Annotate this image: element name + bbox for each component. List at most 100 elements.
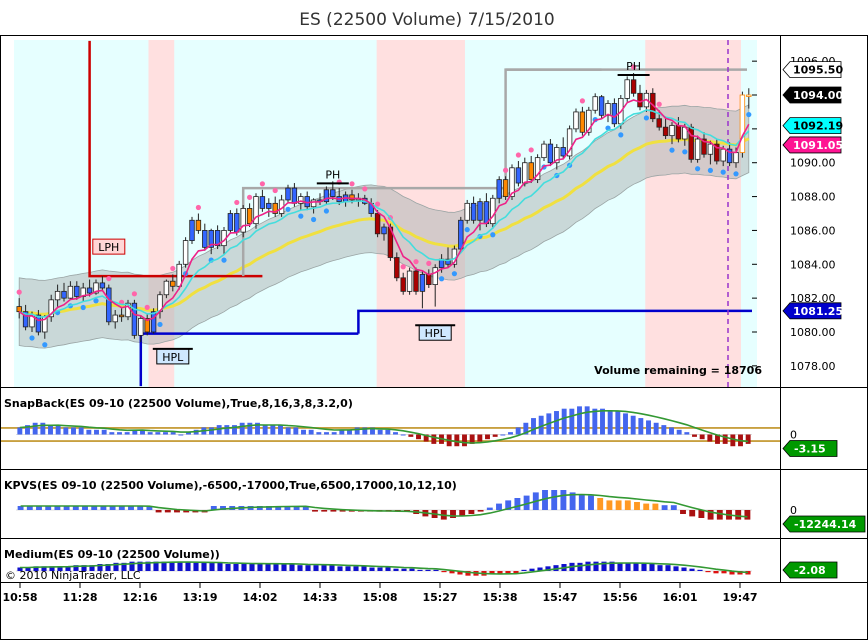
candle <box>99 276 106 292</box>
dot <box>579 98 586 104</box>
price-tick-label: 1078.00 <box>790 360 836 373</box>
price-tick-label: 1088.00 <box>790 191 836 204</box>
dot <box>733 171 739 177</box>
dot <box>80 304 86 311</box>
candle <box>720 145 726 167</box>
indicator-bar <box>715 434 720 444</box>
hpl-line-2 <box>357 309 752 334</box>
indicator-bar <box>697 569 703 571</box>
indicator-bar <box>745 434 751 444</box>
candle <box>464 199 470 224</box>
price-badge-shape <box>782 117 842 135</box>
indicator-bar <box>289 564 295 571</box>
cyan-average-line <box>18 109 750 318</box>
price-badge-shape <box>782 136 842 154</box>
indicator-bar <box>117 432 122 435</box>
candle <box>176 260 182 290</box>
candle <box>579 106 586 136</box>
candle <box>285 184 291 204</box>
indicator-bar <box>256 506 263 510</box>
candle <box>714 139 720 165</box>
candle-body <box>144 318 150 333</box>
kpvs-panel: KPVS(ES 09-10 (22500 Volume),-6500,-1700… <box>4 479 866 533</box>
pivot-text: HPL <box>162 351 184 364</box>
candle-body <box>93 282 99 294</box>
indicator-value-badge <box>782 515 866 533</box>
candle-body <box>496 179 502 199</box>
candle-body <box>253 196 259 225</box>
indicator-bar <box>220 506 226 510</box>
candle-body <box>234 213 240 233</box>
time-tick-label: 15:08 <box>362 591 397 604</box>
indicator-bar <box>515 427 521 435</box>
indicator-bar <box>293 427 299 435</box>
indicator-bar <box>729 571 735 575</box>
indicator-bar <box>513 571 519 574</box>
candle <box>400 272 406 295</box>
candle-body <box>182 240 189 265</box>
indicator-bar <box>330 510 337 512</box>
indicator-bar <box>592 408 598 435</box>
indicator-bar <box>17 567 23 571</box>
dot <box>272 187 278 194</box>
indicator-bar <box>521 569 527 571</box>
indicator-bar <box>459 510 466 517</box>
candle-body <box>240 208 246 233</box>
indicator-bar <box>45 506 52 510</box>
indicator-bar <box>496 503 502 510</box>
indicator-bar <box>625 562 631 571</box>
indicator-bar <box>454 434 460 447</box>
dot <box>400 264 406 270</box>
indicator-bar <box>177 561 183 571</box>
pivot-label-hpl: HPL <box>415 324 456 341</box>
candle <box>496 176 502 204</box>
indicator-bar <box>118 506 125 510</box>
indicator-bar <box>209 427 214 435</box>
candle <box>637 84 643 111</box>
candle-body <box>330 189 336 197</box>
candle-body <box>714 143 720 162</box>
lph-line <box>88 40 263 278</box>
candle-body <box>470 202 477 221</box>
candle <box>125 299 131 321</box>
candle-body <box>445 258 451 265</box>
indicator-bar <box>247 422 253 435</box>
candle-body <box>208 230 214 248</box>
candle <box>624 76 630 102</box>
candle-body <box>54 290 61 301</box>
indicator-bar <box>301 429 306 435</box>
candle-body <box>509 167 515 197</box>
indicator-bar <box>607 411 613 435</box>
indicator-bar <box>362 427 368 435</box>
indicator-bar <box>523 495 530 510</box>
indicator-bar <box>385 429 391 435</box>
candle-body <box>195 219 202 231</box>
candle-body <box>227 213 234 231</box>
candle <box>739 91 746 158</box>
indicator-bar <box>665 565 671 571</box>
indicator-bar <box>465 571 471 576</box>
indicator-bar <box>508 432 513 435</box>
candle <box>227 210 234 234</box>
candle-body <box>694 138 701 160</box>
pivot-text: HPL <box>425 327 447 340</box>
candle <box>662 118 669 140</box>
candle-body <box>426 274 432 285</box>
indicator-bar <box>354 427 360 435</box>
candle-body <box>592 96 598 111</box>
indicator-bar <box>673 566 679 571</box>
candle-body <box>432 267 438 285</box>
indicator-bar <box>450 510 456 518</box>
candle <box>528 155 534 184</box>
candle <box>54 284 61 307</box>
candle-body <box>138 318 144 336</box>
indicator-bar <box>65 566 71 571</box>
indicator-bar <box>255 422 260 435</box>
indicator-bar <box>266 506 272 510</box>
indicator-bar <box>140 429 145 435</box>
indicator-bar <box>676 429 682 435</box>
indicator-bar <box>273 564 279 571</box>
candle-body <box>406 270 413 292</box>
indicator-bar <box>523 422 529 435</box>
indicator-bar <box>54 506 61 510</box>
